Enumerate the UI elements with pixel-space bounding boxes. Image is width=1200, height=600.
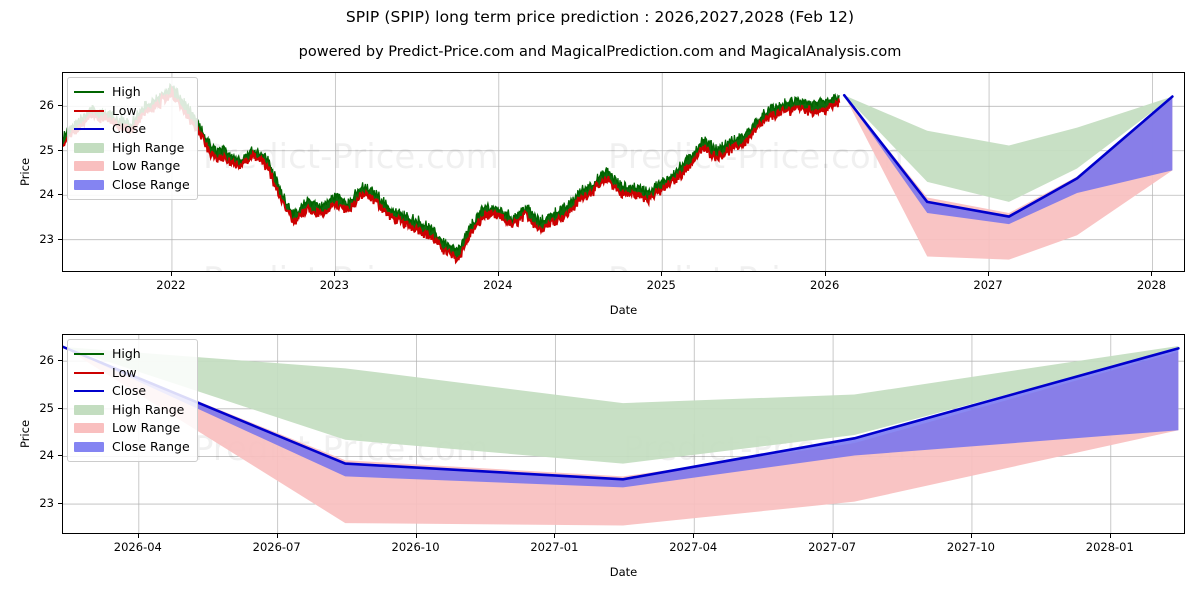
chart-overview-canvas: Predict-Price.com Predict-Price.com Predic… <box>63 73 1184 272</box>
y-tick-label: 25 <box>39 142 54 157</box>
y-tick-label: 24 <box>39 448 54 463</box>
chart-overview-plot: Predict-Price.com Predict-Price.com Predic… <box>62 72 1185 272</box>
x-tick-label: 2027 <box>973 278 1003 292</box>
x-tick-mark <box>988 272 990 276</box>
y-tick-mark <box>58 503 62 505</box>
legend-item-label: High <box>112 84 141 100</box>
legend-patch-swatch-icon <box>74 422 104 434</box>
legend-item-high[interactable]: High <box>74 83 190 102</box>
y-tick-label: 25 <box>39 400 54 415</box>
x-tick-label: 2027-10 <box>946 540 995 554</box>
x-tick-mark <box>832 534 834 538</box>
svg-text:Predict-Price.com: Predict-Price.com <box>608 137 904 177</box>
y-tick-mark <box>58 194 62 196</box>
y-tick-mark <box>58 149 62 151</box>
legend-patch-swatch-icon <box>74 441 104 453</box>
x-tick-label: 2028-01 <box>1085 540 1134 554</box>
page-title: SPIP (SPIP) long term price prediction :… <box>345 8 855 26</box>
x-tick-mark <box>276 534 278 538</box>
chart2-legend[interactable]: High Low Close High Range Low Range Close Ran… <box>67 339 198 462</box>
legend-item-label: High Range <box>112 401 185 417</box>
svg-text:Predict-Price.com: Predict-Price.com <box>203 260 499 272</box>
chart-forecast-canvas: Predict-Price.com Predict-Price.com <box>63 335 1184 533</box>
x-tick-mark <box>170 272 172 276</box>
legend-patch-swatch-icon <box>74 404 104 416</box>
x-tick-mark <box>554 534 556 538</box>
chart1-legend[interactable]: High Low Close High Range Low Range Close Ran… <box>67 77 198 200</box>
legend-item-high-range[interactable]: High Range <box>74 139 190 158</box>
legend-line-swatch-icon <box>74 385 104 397</box>
legend-item-label: Close Range <box>112 438 190 454</box>
x-tick-label: 2022 <box>156 278 186 292</box>
legend-item-label: Low Range <box>112 420 181 436</box>
x-tick-mark <box>970 534 972 538</box>
x-tick-label: 2028 <box>1136 278 1167 292</box>
legend-patch-swatch-icon <box>74 160 104 172</box>
legend-patch-swatch-icon <box>74 142 104 154</box>
legend-item-label: Low <box>112 364 137 380</box>
y-tick-mark <box>58 455 62 457</box>
legend-line-swatch-icon <box>74 367 104 379</box>
x-tick-label: 2027-04 <box>669 540 718 554</box>
x-tick-mark <box>334 272 336 276</box>
legend-item-high-range[interactable]: High Range <box>74 401 190 420</box>
legend-item-label: Close <box>112 121 147 137</box>
x-tick-label: 2027-07 <box>808 540 857 554</box>
chart1-x-axis-label: Date <box>609 303 638 317</box>
legend-line-swatch-icon <box>74 105 104 117</box>
x-tick-mark <box>137 534 139 538</box>
legend-item-low[interactable]: Low <box>74 364 190 383</box>
x-tick-label: 2024 <box>483 278 513 292</box>
chart2-x-axis-label: Date <box>609 565 638 579</box>
legend-patch-swatch-icon <box>74 179 104 191</box>
x-tick-label: 2023 <box>319 278 349 292</box>
legend-line-swatch-icon <box>74 86 104 98</box>
legend-item-label: High <box>112 346 141 362</box>
y-tick-label: 26 <box>39 98 54 113</box>
chart-forecast-plot: Predict-Price.com Predict-Price.com <box>62 334 1185 534</box>
x-tick-mark <box>497 272 499 276</box>
x-tick-label: 2026 <box>810 278 840 292</box>
legend-item-label: Close <box>112 383 147 399</box>
y-tick-label: 26 <box>39 353 54 368</box>
legend-item-close[interactable]: Close <box>74 382 190 401</box>
x-tick-mark <box>824 272 826 276</box>
legend-line-swatch-icon <box>74 348 104 360</box>
y-tick-mark <box>58 360 62 362</box>
svg-text:Predict-Price.com: Predict-Price.com <box>608 260 904 272</box>
legend-item-close-range[interactable]: Close Range <box>74 438 190 457</box>
legend-item-low[interactable]: Low <box>74 102 190 121</box>
y-tick-label: 24 <box>39 187 54 202</box>
x-tick-label: 2027-01 <box>530 540 579 554</box>
y-tick-label: 23 <box>39 496 54 511</box>
x-tick-mark <box>415 534 417 538</box>
x-tick-label: 2026-04 <box>113 540 162 554</box>
y-tick-mark <box>58 105 62 107</box>
x-tick-label: 2025 <box>646 278 676 292</box>
legend-item-close-range[interactable]: Close Range <box>74 176 190 195</box>
x-tick-label: 2026-07 <box>252 540 301 554</box>
x-tick-mark <box>1109 534 1111 538</box>
page-subtitle: powered by Predict-Price.com and Magical… <box>298 44 902 60</box>
y-tick-mark <box>58 238 62 240</box>
legend-item-low-range[interactable]: Low Range <box>74 157 190 176</box>
legend-item-label: Close Range <box>112 176 190 192</box>
legend-item-label: Low Range <box>112 158 181 174</box>
x-tick-mark <box>1151 272 1153 276</box>
legend-item-low-range[interactable]: Low Range <box>74 419 190 438</box>
legend-line-swatch-icon <box>74 123 104 135</box>
y-tick-label: 23 <box>39 231 54 246</box>
legend-item-close[interactable]: Close <box>74 120 190 139</box>
legend-item-label: Low <box>112 102 137 118</box>
y-tick-mark <box>58 407 62 409</box>
x-tick-mark <box>693 534 695 538</box>
legend-item-high[interactable]: High <box>74 345 190 364</box>
x-tick-mark <box>661 272 663 276</box>
x-tick-label: 2026-10 <box>391 540 440 554</box>
legend-item-label: High Range <box>112 139 185 155</box>
